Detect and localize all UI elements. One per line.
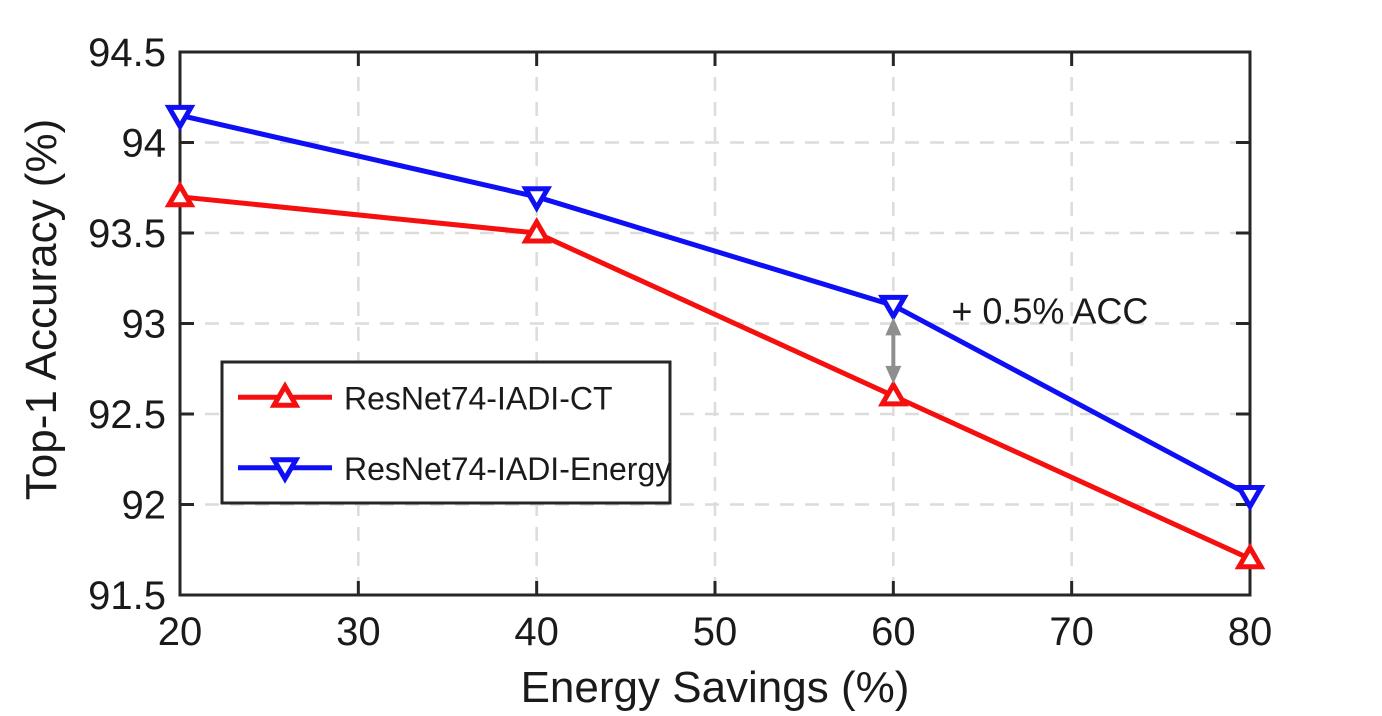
legend-marker <box>269 457 301 484</box>
x-tick-label: 50 <box>693 610 738 654</box>
x-tick-label: 20 <box>158 610 203 654</box>
data-point-marker-resnet74-iadi-energy <box>877 294 909 322</box>
y-tick-label: 94 <box>122 122 167 166</box>
y-tick-label: 93.5 <box>88 212 166 256</box>
data-point-marker-resnet74-iadi-ct <box>164 180 196 208</box>
annotation-arrowhead-down <box>885 365 902 384</box>
annotation-arrowhead-up <box>885 317 902 336</box>
legend-box <box>220 360 672 505</box>
x-tick-label: 60 <box>871 610 916 654</box>
legend-marker <box>269 381 301 408</box>
data-point-marker-resnet74-iadi-energy <box>164 104 196 132</box>
y-axis-label: Top-1 Accuracy (%) <box>17 119 66 500</box>
y-tick-label: 92.5 <box>88 393 166 437</box>
x-tick-label: 80 <box>1228 610 1273 654</box>
x-tick-label: 40 <box>514 610 559 654</box>
legend-item-label: ResNet74-IADI-Energy <box>344 451 671 487</box>
data-point-marker-resnet74-iadi-ct <box>877 379 909 407</box>
x-axis-label: Energy Savings (%) <box>521 663 910 712</box>
y-tick-label: 94.5 <box>88 31 166 75</box>
x-tick-label: 70 <box>1049 610 1094 654</box>
legend-item-label: ResNet74-IADI-CT <box>344 380 613 416</box>
series-line-resnet74-iadi-ct <box>179 194 1252 562</box>
data-point-marker-resnet74-iadi-ct <box>521 217 553 244</box>
series-line-resnet74-iadi-energy <box>179 112 1252 498</box>
data-point-marker-resnet74-iadi-energy <box>521 186 553 213</box>
y-tick-label: 91.5 <box>88 574 166 618</box>
data-point-marker-resnet74-iadi-energy <box>1234 484 1266 512</box>
y-tick-label: 93 <box>122 303 167 347</box>
annotation-text: + 0.5% ACC <box>951 290 1148 331</box>
x-tick-label: 30 <box>336 610 381 654</box>
data-point-marker-resnet74-iadi-ct <box>1234 542 1266 570</box>
y-tick-label: 92 <box>122 484 167 528</box>
